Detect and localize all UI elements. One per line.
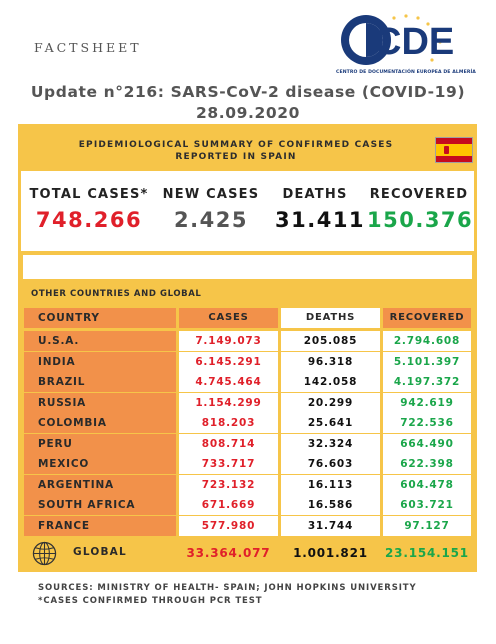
pcr-note: *CASES CONFIRMED THROUGH PCR TEST bbox=[38, 596, 263, 606]
recovered-cell: 722.536 bbox=[383, 413, 471, 433]
footer: SOURCES: MINISTRY OF HEALTH- SPAIN; JOHN… bbox=[38, 582, 417, 608]
cde-logo-mark: CDE bbox=[341, 14, 454, 65]
country-cell: U.S.A. bbox=[24, 331, 176, 351]
deaths-cell: 20.299 bbox=[281, 392, 380, 413]
country-cell: ARGENTINA bbox=[24, 474, 176, 495]
deaths-cell: 31.744 bbox=[281, 515, 380, 536]
globe-icon bbox=[32, 541, 57, 566]
global-deaths: 1.001.821 bbox=[293, 546, 368, 560]
recovered-cell: 604.478 bbox=[383, 474, 471, 495]
cases-cell: 808.714 bbox=[179, 433, 278, 454]
deaths-cell: 205.085 bbox=[281, 331, 380, 351]
deaths-stat: DEATHS 31.411 bbox=[275, 187, 366, 232]
recovered-cell: 5.101.397 bbox=[383, 351, 471, 372]
deaths-cell: 25.641 bbox=[281, 413, 380, 433]
country-cell: FRANCE bbox=[24, 515, 176, 536]
country-cell: MEXICO bbox=[24, 454, 176, 474]
recovered-label: RECOVERED bbox=[369, 187, 469, 202]
recovered-cell: 942.619 bbox=[383, 392, 471, 413]
header-recovered: RECOVERED bbox=[383, 308, 471, 328]
recovered-stat: RECOVERED 150.376 bbox=[367, 187, 474, 232]
spain-flag-icon bbox=[435, 137, 473, 163]
cases-cell: 671.669 bbox=[179, 495, 278, 515]
deaths-cell: 16.113 bbox=[281, 474, 380, 495]
deaths-cell: 32.324 bbox=[281, 433, 380, 454]
global-recovered: 23.154.151 bbox=[385, 546, 469, 560]
deaths-label: DEATHS bbox=[282, 187, 348, 202]
country-cell: RUSSIA bbox=[24, 392, 176, 413]
country-cell: INDIA bbox=[24, 351, 176, 372]
cases-cell: 818.203 bbox=[179, 413, 278, 433]
recovered-cell: 2.794.608 bbox=[383, 331, 471, 351]
recovered-cell: 97.127 bbox=[383, 515, 471, 536]
country-cell: COLOMBIA bbox=[24, 413, 176, 433]
recovered-cell: 603.721 bbox=[383, 495, 471, 515]
header-cases: CASES bbox=[179, 308, 278, 328]
cases-cell: 1.154.299 bbox=[179, 392, 278, 413]
cde-logo: CDE CENTRO DE DOCUMENTACIÓN EUROPEA DE A… bbox=[336, 12, 476, 78]
spain-banner: EPIDEMIOLOGICAL SUMMARY OF CONFIRMED CAS… bbox=[21, 127, 474, 171]
total-cases-stat: TOTAL CASES* 748.266 bbox=[29, 187, 149, 232]
new-cases-stat: NEW CASES 2.425 bbox=[161, 187, 261, 232]
divider-strip bbox=[21, 251, 474, 283]
header-deaths: DEATHS bbox=[281, 308, 380, 328]
total-cases-label: TOTAL CASES* bbox=[29, 187, 149, 202]
cases-cell: 733.717 bbox=[179, 454, 278, 474]
countries-table: COUNTRY CASES DEATHS RECOVERED U.S.A. 7.1… bbox=[21, 305, 474, 538]
other-countries-title: OTHER COUNTRIES AND GLOBAL bbox=[31, 289, 202, 299]
summary-panel: EPIDEMIOLOGICAL SUMMARY OF CONFIRMED CAS… bbox=[18, 124, 477, 572]
recovered-cell: 664.490 bbox=[383, 433, 471, 454]
country-cell: BRAZIL bbox=[24, 372, 176, 392]
new-cases-label: NEW CASES bbox=[162, 187, 260, 202]
recovered-cell: 622.398 bbox=[383, 454, 471, 474]
cases-cell: 4.745.464 bbox=[179, 372, 278, 392]
global-cases: 33.364.077 bbox=[186, 546, 271, 560]
spain-summary-title: EPIDEMIOLOGICAL SUMMARY OF CONFIRMED CAS… bbox=[78, 140, 394, 162]
new-cases-value: 2.425 bbox=[174, 208, 248, 232]
other-countries-banner: OTHER COUNTRIES AND GLOBAL bbox=[21, 283, 474, 305]
deaths-value: 31.411 bbox=[275, 208, 366, 232]
cases-cell: 577.980 bbox=[179, 515, 278, 536]
sources-text: SOURCES: MINISTRY OF HEALTH- SPAIN; JOHN… bbox=[38, 583, 417, 593]
total-cases-value: 748.266 bbox=[35, 208, 143, 232]
recovered-value: 150.376 bbox=[367, 208, 474, 232]
country-cell: SOUTH AFRICA bbox=[24, 495, 176, 515]
global-label: GLOBAL bbox=[73, 546, 127, 558]
deaths-cell: 142.058 bbox=[281, 372, 380, 392]
cases-cell: 723.132 bbox=[179, 474, 278, 495]
global-row: GLOBAL 33.364.077 1.001.821 23.154.151 bbox=[21, 538, 474, 569]
cases-cell: 6.145.291 bbox=[179, 351, 278, 372]
logo-subtitle: CENTRO DE DOCUMENTACIÓN EUROPEA DE ALMER… bbox=[336, 70, 476, 75]
factsheet-label: FACTSHEET bbox=[34, 40, 142, 55]
recovered-cell: 4.197.372 bbox=[383, 372, 471, 392]
header-country: COUNTRY bbox=[24, 308, 176, 328]
deaths-cell: 76.603 bbox=[281, 454, 380, 474]
logo-text: CDE bbox=[374, 21, 454, 63]
update-title: Update n°216: SARS-CoV-2 disease (COVID-… bbox=[30, 83, 466, 122]
country-cell: PERU bbox=[24, 433, 176, 454]
cases-cell: 7.149.073 bbox=[179, 331, 278, 351]
deaths-cell: 16.586 bbox=[281, 495, 380, 515]
spain-stats: TOTAL CASES* 748.266 NEW CASES 2.425 DEA… bbox=[21, 171, 474, 251]
deaths-cell: 96.318 bbox=[281, 351, 380, 372]
